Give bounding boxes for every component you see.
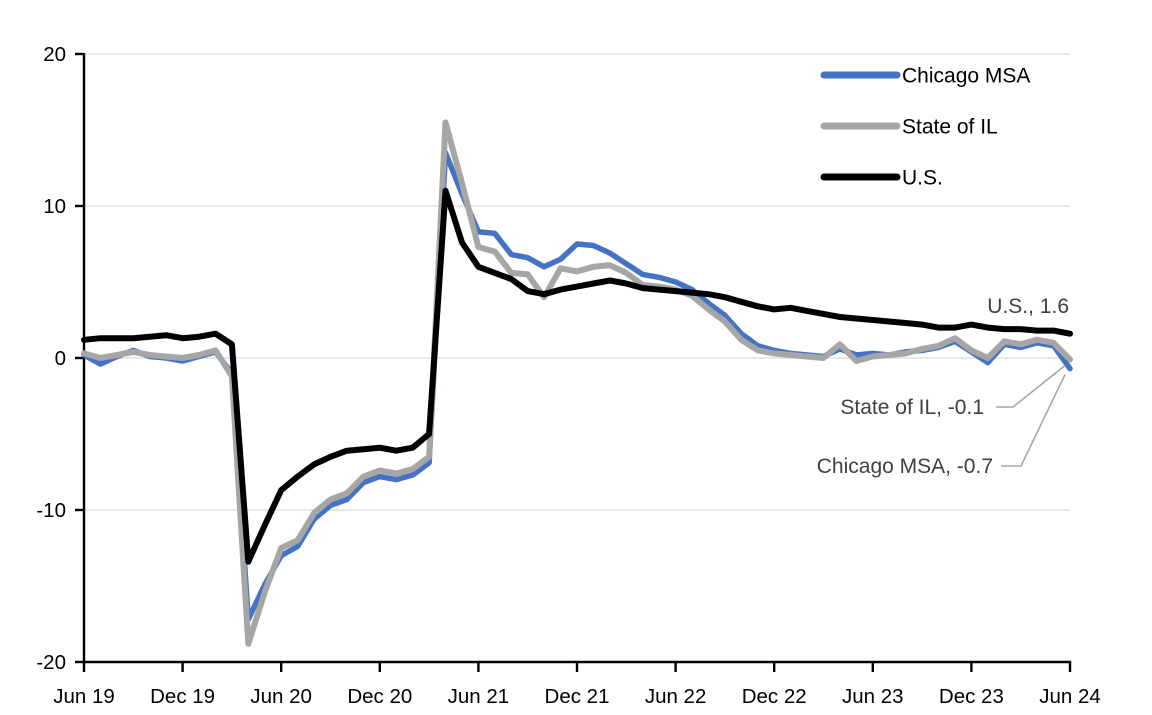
annotation-label: Chicago MSA, -0.7 <box>817 455 993 478</box>
legend-label: Chicago MSA <box>902 65 1030 88</box>
y-tick-label: -20 <box>36 651 66 674</box>
x-tick-label: Jun 20 <box>250 685 312 708</box>
annotation-leader-line <box>1001 374 1066 467</box>
annotation-leader-line <box>996 364 1066 408</box>
x-tick-label: Dec 20 <box>347 685 412 708</box>
y-tick-label: 10 <box>43 195 66 218</box>
y-tick-label: 0 <box>55 347 66 370</box>
x-tick-label: Dec 23 <box>939 685 1004 708</box>
x-tick-label: Jun 21 <box>448 685 510 708</box>
legend-label: State of IL <box>902 116 998 139</box>
x-tick-label: Jun 19 <box>53 685 115 708</box>
series-line-u-s <box>81 187 1073 565</box>
annotation-label: U.S., 1.6 <box>987 295 1069 318</box>
x-tick-label: Jun 24 <box>1039 685 1101 708</box>
x-tick-label: Dec 22 <box>742 685 807 708</box>
y-tick-label: -10 <box>36 499 66 522</box>
y-tick-label: 20 <box>43 43 66 66</box>
x-tick-label: Dec 19 <box>150 685 215 708</box>
x-tick-label: Jun 23 <box>842 685 904 708</box>
x-tick-label: Jun 22 <box>645 685 707 708</box>
series-line-state-of-il <box>81 119 1073 647</box>
x-tick-label: Dec 21 <box>545 685 610 708</box>
legend-label: U.S. <box>902 167 943 190</box>
annotation-label: State of IL, -0.1 <box>840 396 984 419</box>
